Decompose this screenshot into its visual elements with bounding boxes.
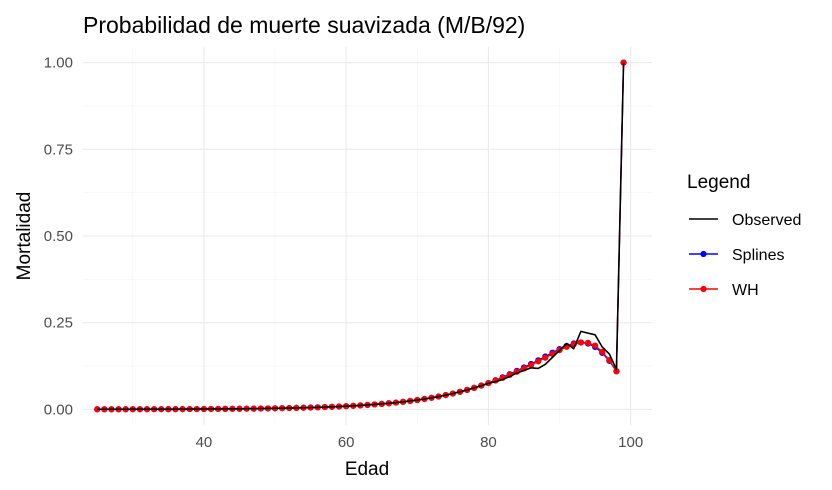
legend-label: WH bbox=[732, 282, 759, 299]
y-tick-label: 0.75 bbox=[44, 141, 73, 158]
data-point-wh bbox=[620, 59, 627, 66]
y-tick-label: 1.00 bbox=[44, 55, 73, 72]
data-point-wh bbox=[613, 368, 620, 375]
series-layer bbox=[94, 59, 627, 413]
y-tick-label: 0.25 bbox=[44, 315, 73, 332]
legend-item-observed: Observed bbox=[689, 212, 801, 229]
y-axis-ticks: 0.00 0.25 0.50 0.75 1.00 bbox=[44, 55, 73, 419]
x-tick-label: 40 bbox=[196, 434, 213, 451]
chart-title: Probabilidad de muerte suavizada (M/B/92… bbox=[83, 12, 525, 38]
series-line-observed bbox=[97, 62, 625, 411]
legend-label: Splines bbox=[732, 247, 784, 264]
data-point-wh bbox=[584, 339, 592, 346]
legend-title: Legend bbox=[687, 172, 750, 193]
data-point-wh bbox=[577, 339, 584, 346]
legend: Legend Observed Splines WH bbox=[687, 172, 801, 299]
legend-label: Observed bbox=[732, 212, 801, 229]
data-point-wh bbox=[542, 354, 549, 361]
x-tick-label: 60 bbox=[338, 434, 355, 451]
data-point-wh bbox=[592, 342, 599, 349]
data-point-wh bbox=[527, 361, 535, 369]
legend-item-splines: Splines bbox=[689, 247, 784, 264]
legend-items: Observed Splines WH bbox=[689, 212, 801, 299]
y-tick-label: 0.00 bbox=[44, 401, 73, 418]
y-axis-title: Mortalidad bbox=[14, 192, 35, 281]
legend-key-marker bbox=[700, 250, 707, 258]
x-tick-label: 80 bbox=[480, 434, 497, 451]
legend-item-wh: WH bbox=[689, 282, 759, 299]
grid bbox=[83, 47, 652, 425]
legend-key-marker bbox=[700, 285, 707, 293]
y-tick-label: 0.50 bbox=[44, 228, 73, 245]
data-point-wh bbox=[535, 358, 542, 365]
x-axis-ticks: 40 60 80 100 bbox=[196, 434, 644, 451]
data-point-wh bbox=[599, 348, 606, 355]
x-axis-title: Edad bbox=[345, 459, 389, 480]
x-tick-label: 100 bbox=[618, 434, 643, 451]
series-observed bbox=[97, 62, 625, 411]
